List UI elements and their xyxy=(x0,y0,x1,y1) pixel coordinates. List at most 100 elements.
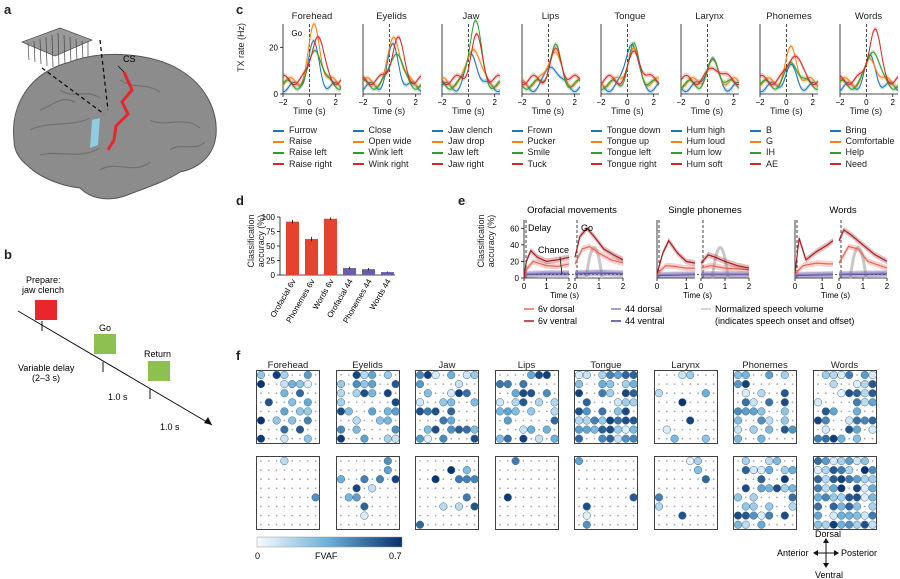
electrode-dot xyxy=(306,392,309,395)
panel-c-title-2: Jaw xyxy=(462,11,480,22)
array-grid-ventral-4 xyxy=(574,456,638,530)
electrode-dot xyxy=(275,392,278,395)
electrode-dot xyxy=(847,383,850,385)
electrode-fvaf xyxy=(868,520,877,529)
electrode-dot xyxy=(299,514,301,517)
electrode-fvaf xyxy=(367,370,376,380)
electrode-fvaf xyxy=(757,484,766,493)
return-cue xyxy=(148,361,170,381)
electrode-dot xyxy=(657,487,660,490)
electrode-dot xyxy=(419,487,421,490)
electrode-dot xyxy=(306,469,309,471)
electrode-fvaf xyxy=(821,425,830,434)
electrode-fvaf xyxy=(836,502,845,511)
panel-e-legend-label: 44 dorsal xyxy=(625,304,662,314)
electrode-dot xyxy=(299,374,301,376)
electrode-fvaf xyxy=(518,398,527,407)
electrode-dot xyxy=(617,523,619,526)
electrode-fvaf xyxy=(336,380,345,389)
electrode-fvaf xyxy=(741,520,750,529)
panel-c-title-7: Words xyxy=(854,11,883,22)
electrode-dot xyxy=(578,478,580,481)
electrode-dot xyxy=(347,419,350,422)
panel-e-ytick: 40 xyxy=(510,241,519,250)
electrode-fvaf xyxy=(749,425,758,434)
electrode-dot xyxy=(688,478,691,481)
electrode-fvaf xyxy=(613,434,623,443)
electrode-fvaf xyxy=(629,416,638,425)
electrode-fvaf xyxy=(359,475,368,484)
electrode-fvaf xyxy=(375,475,384,484)
electrode-dot xyxy=(434,487,437,490)
legend-item: Furrow xyxy=(273,125,332,136)
electrode-dot xyxy=(458,496,460,499)
electrode-dot xyxy=(681,410,683,413)
electrode-dot xyxy=(783,460,786,462)
electrode-fvaf xyxy=(733,370,743,380)
electrode-dot xyxy=(306,496,309,499)
panel-e-line xyxy=(838,245,888,269)
electrode-dot xyxy=(673,469,675,471)
panel-e-xtick: 2 xyxy=(567,282,572,291)
panel-c-xtick: −2 xyxy=(517,98,527,107)
panel-c-band-5-1 xyxy=(680,56,739,90)
electrode-dot xyxy=(465,505,468,508)
legend-item: Jaw drop xyxy=(432,136,493,147)
electrode-dot xyxy=(473,383,476,385)
electrode-dot xyxy=(696,410,699,413)
brain-illustration: CS xyxy=(13,27,217,200)
electrode-dot xyxy=(688,401,691,404)
electrode-fvaf xyxy=(772,456,782,466)
electrode-dot xyxy=(617,478,619,481)
electrode-dot xyxy=(704,428,707,431)
electrode-dot xyxy=(267,437,270,440)
electrode-dot xyxy=(609,487,612,490)
legend-label: Jaw clench xyxy=(448,125,493,135)
electrode-fvaf xyxy=(836,484,845,493)
electrode-dot xyxy=(737,487,739,490)
electrode-fvaf xyxy=(765,511,774,520)
panel-d-ytick: 0 xyxy=(271,271,276,280)
electrode-dot xyxy=(267,487,270,490)
electrode-fvaf xyxy=(741,380,750,389)
electrode-dot xyxy=(314,401,317,404)
electrode-fvaf xyxy=(503,380,512,389)
panel-c-line-5-3 xyxy=(680,67,739,86)
electrode-fvaf xyxy=(829,493,838,502)
electrode-dot xyxy=(386,428,389,431)
panel-c-line-5-2 xyxy=(680,58,739,89)
electrode-fvaf xyxy=(860,456,869,466)
electrode-fvaf xyxy=(439,398,448,407)
electrode-fvaf xyxy=(454,475,464,484)
electrode-fvaf xyxy=(264,398,273,407)
panel-e-xtick: 2 xyxy=(885,282,890,291)
electrode-dot xyxy=(347,428,350,431)
panel-c-title-1: Eyelids xyxy=(376,11,407,22)
electrode-fvaf xyxy=(780,484,789,493)
electrode-dot xyxy=(458,374,460,376)
legend-item: Help xyxy=(829,147,895,158)
electrode-dot xyxy=(847,410,850,413)
legend-label: Comfortable xyxy=(845,136,895,147)
electrode-dot xyxy=(776,514,778,517)
electrode-fvaf xyxy=(439,416,448,425)
electrode-fvaf xyxy=(574,389,584,398)
electrode-dot xyxy=(434,460,437,462)
electrode-fvaf xyxy=(574,456,584,466)
legend-label: Frown xyxy=(527,125,553,135)
electrode-dot xyxy=(378,514,381,517)
legend-label: Close xyxy=(368,125,392,135)
electrode-dot xyxy=(545,410,548,413)
electrode-dot xyxy=(553,505,555,508)
electrode-dot xyxy=(299,523,301,526)
electrode-dot xyxy=(314,374,317,376)
electrode-dot xyxy=(450,487,453,490)
electrode-fvaf xyxy=(788,502,797,511)
electrode-fvaf xyxy=(844,389,853,398)
electrode-dot xyxy=(339,374,342,376)
electrode-dot xyxy=(696,478,699,481)
electrode-dot xyxy=(339,505,342,508)
electrode-fvaf xyxy=(391,425,400,434)
electrode-fvaf xyxy=(868,484,877,493)
electrode-dot xyxy=(624,523,627,526)
